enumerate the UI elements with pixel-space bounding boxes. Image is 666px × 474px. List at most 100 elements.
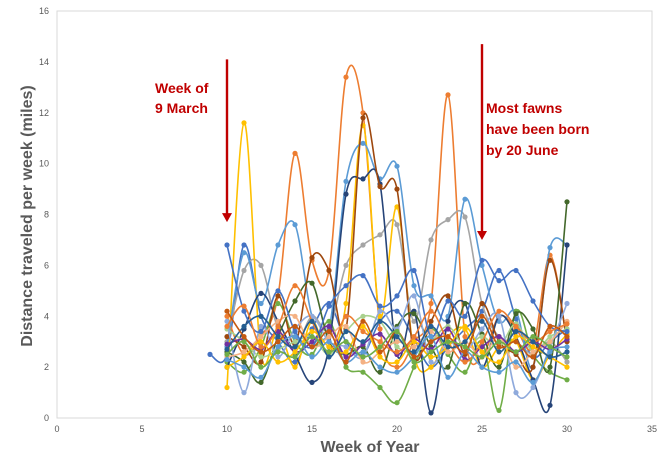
data-point (394, 359, 400, 365)
data-point (445, 293, 451, 299)
data-point (394, 293, 400, 299)
data-point (224, 242, 230, 248)
data-point (241, 308, 247, 314)
data-point (343, 364, 349, 370)
annotation-1: Week of 9 March (155, 59, 232, 223)
data-point (445, 326, 451, 332)
data-point (377, 384, 383, 391)
data-point (530, 384, 536, 391)
data-point (513, 328, 519, 335)
data-point (462, 344, 468, 350)
y-tick-label: 10 (39, 159, 49, 169)
data-point (445, 339, 451, 345)
y-tick-label: 8 (44, 210, 49, 220)
data-point (360, 273, 366, 279)
data-point (445, 364, 451, 370)
data-point (258, 364, 264, 370)
data-point (241, 390, 247, 396)
data-point (275, 359, 281, 365)
data-point (564, 364, 570, 370)
data-point (428, 334, 434, 340)
data-point (309, 328, 315, 335)
data-point (377, 308, 383, 314)
data-point (360, 242, 366, 248)
data-point (241, 267, 247, 274)
data-point (479, 354, 485, 360)
data-point (309, 344, 315, 350)
data-point (309, 339, 315, 345)
data-point (258, 359, 264, 365)
data-point (394, 369, 400, 375)
data-point (445, 298, 451, 304)
annotation-text-line: 9 March (155, 100, 208, 116)
data-point (428, 339, 434, 345)
data-point (377, 183, 383, 190)
data-point (360, 176, 366, 182)
data-point (530, 339, 536, 345)
data-point (377, 339, 383, 345)
data-point (258, 328, 264, 335)
data-point (326, 334, 332, 340)
data-point (360, 339, 366, 345)
data-point (224, 384, 230, 391)
data-point (496, 407, 502, 413)
data-point (564, 321, 570, 327)
data-point (394, 349, 400, 355)
data-point (547, 364, 553, 370)
data-point (513, 323, 519, 329)
data-point (496, 334, 502, 340)
data-point (411, 344, 417, 350)
data-point (530, 334, 536, 340)
data-point (275, 300, 281, 307)
x-tick-label: 15 (307, 424, 317, 434)
data-point (292, 344, 298, 350)
data-point (343, 178, 349, 184)
data-point (224, 318, 230, 324)
data-point (326, 328, 332, 335)
data-point (360, 354, 366, 360)
data-point (513, 311, 519, 317)
data-point (462, 359, 468, 365)
data-point (547, 344, 553, 350)
data-point (496, 308, 502, 314)
y-tick-label: 12 (39, 108, 49, 118)
data-point (462, 349, 468, 355)
data-point (547, 402, 553, 408)
x-tick-label: 0 (54, 424, 59, 434)
data-point (377, 313, 383, 319)
data-point (377, 344, 383, 350)
data-point (394, 400, 400, 406)
y-tick-label: 14 (39, 57, 49, 67)
data-point (445, 217, 451, 223)
data-point (377, 369, 383, 375)
data-point (241, 364, 247, 370)
data-point (377, 349, 383, 355)
data-point (564, 300, 570, 307)
data-point (462, 313, 468, 319)
data-point (326, 303, 332, 309)
data-point (513, 339, 519, 345)
data-point (258, 313, 264, 319)
plot-area (56, 10, 653, 419)
data-point (343, 191, 349, 197)
data-point (564, 328, 570, 335)
data-point (530, 344, 536, 350)
data-point (496, 359, 502, 365)
data-point (309, 379, 315, 385)
data-point (547, 245, 553, 251)
data-point (343, 344, 349, 350)
data-point (241, 339, 247, 345)
x-tick-label: 10 (222, 424, 232, 434)
data-point (564, 354, 570, 360)
x-tick-labels: 0 5 10 15 20 25 30 35 (54, 424, 657, 434)
data-point (428, 359, 434, 365)
data-point (479, 257, 485, 263)
data-point (462, 369, 468, 375)
data-point (258, 339, 264, 345)
data-point (258, 290, 264, 296)
y-tick-label: 2 (44, 362, 49, 372)
data-point (462, 196, 468, 202)
data-point (496, 339, 502, 345)
data-point (241, 359, 247, 365)
data-point (428, 323, 434, 329)
